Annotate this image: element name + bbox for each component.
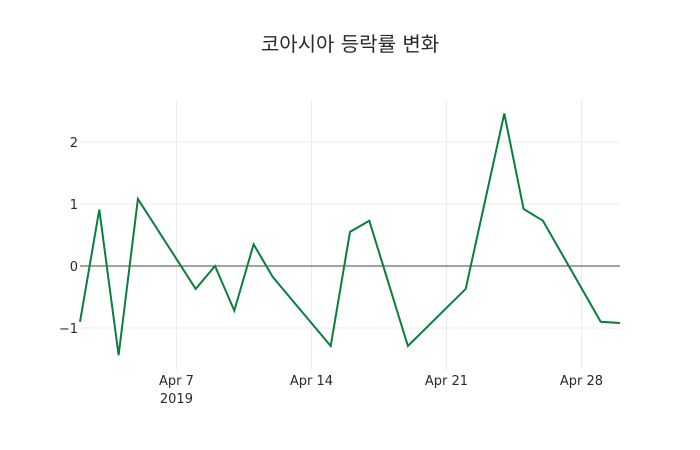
y-tick-label: −1 [59, 322, 78, 337]
gridlines [80, 100, 620, 370]
y-tick-label: 0 [70, 260, 78, 275]
x-tick-label: Apr 28 [560, 374, 603, 389]
y-tick-label: 2 [70, 136, 78, 151]
series-line [79, 113, 621, 356]
x-tick-year-label: 2019 [160, 392, 193, 407]
x-tick-label: Apr 14 [290, 374, 333, 389]
x-tick-label: Apr 21 [425, 374, 468, 389]
y-tick-label: 1 [70, 198, 78, 213]
chart-title: 코아시아 등락률 변화 [260, 32, 440, 56]
x-tick-label: Apr 7 [159, 374, 194, 389]
y-axis-ticks: 2 1 0 −1 [59, 136, 78, 337]
x-axis-ticks: Apr 7 2019 Apr 14 Apr 21 Apr 28 [159, 374, 603, 407]
